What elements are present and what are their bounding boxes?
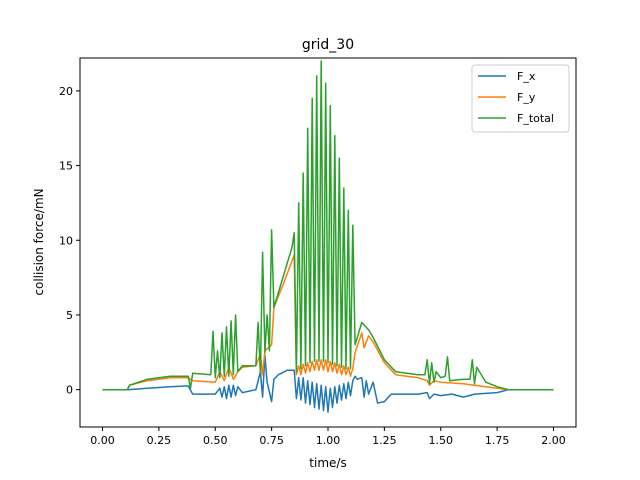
x-tick-label: 0.50 [203,434,228,447]
x-tick-label: 1.50 [428,434,453,447]
legend-box [471,64,570,133]
x-axis-label: time/s [309,456,346,470]
chart-title: grid_30 [302,37,354,53]
y-tick-label: 15 [59,160,73,173]
x-tick-label: 0.75 [259,434,284,447]
y-tick-label: 20 [59,85,73,98]
series-line-f-y [102,254,554,391]
x-tick-label: 1.25 [372,434,397,447]
y-tick-label: 10 [59,234,73,247]
x-tick-label: 0.25 [147,434,172,447]
plot-series [102,60,554,413]
series-line-f-total [102,60,554,391]
y-tick-label: 0 [66,384,73,397]
x-tick-label: 1.75 [485,434,510,447]
y-axis-label: collision force/mN [32,188,46,295]
y-axis: 0 5 10 15 20 [59,85,80,397]
legend-label-f-y: F_y [517,91,536,104]
x-axis: 0.00 0.25 0.50 0.75 1.00 1.25 1.50 1.75 2.00 [90,427,566,447]
y-tick-label: 5 [66,309,73,322]
legend-label-f-x: F_x [517,70,536,83]
x-tick-label: 1.00 [316,434,341,447]
series-line-f-x [102,354,554,413]
legend-label-f-total: F_total [517,112,554,125]
legend: F_x F_y F_total [471,64,570,133]
x-tick-label: 2.00 [541,434,566,447]
x-tick-label: 0.00 [90,434,115,447]
